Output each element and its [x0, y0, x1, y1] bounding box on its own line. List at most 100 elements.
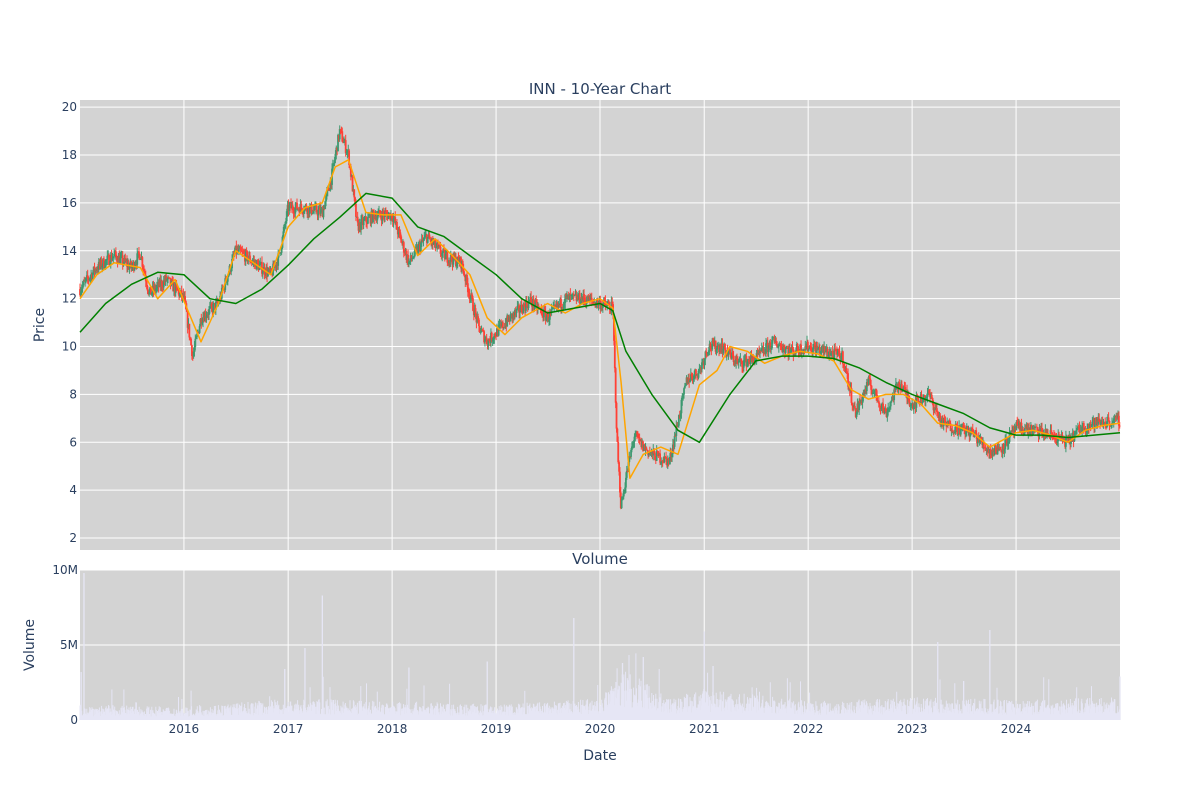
candle-body	[239, 247, 242, 251]
candle-body	[250, 262, 253, 264]
candle-body	[742, 360, 745, 368]
candle-body	[372, 210, 375, 214]
candle-body	[114, 251, 117, 256]
candle-body	[338, 129, 341, 140]
candle-body	[1004, 438, 1007, 450]
candle-body	[106, 255, 109, 260]
candle-body	[1055, 438, 1058, 443]
candle-body	[701, 362, 703, 370]
volume-y-tick-label: 5M	[60, 638, 78, 652]
candle-body	[653, 449, 656, 454]
candle-body	[876, 394, 878, 402]
candle-body	[491, 339, 494, 342]
candle-body	[752, 355, 755, 360]
candle-body	[1113, 416, 1116, 419]
candle-body	[1076, 426, 1079, 430]
candle-body	[429, 238, 432, 241]
candle-body	[141, 257, 144, 267]
candle-body	[139, 259, 142, 260]
candle-body	[363, 219, 366, 221]
candle-body	[845, 367, 848, 374]
candle-body	[484, 339, 486, 343]
candle-body	[478, 319, 480, 327]
candle-body	[1050, 430, 1053, 433]
candle-body	[564, 294, 567, 304]
candle-body	[259, 263, 262, 265]
candle-body	[884, 408, 887, 412]
candle-body	[402, 242, 405, 253]
candle-body	[249, 255, 251, 262]
candle-body	[755, 353, 758, 360]
date-x-tick-label: 2020	[585, 722, 616, 736]
candle-body	[1118, 425, 1121, 427]
candle-body	[563, 303, 566, 306]
candle-body	[633, 436, 636, 442]
candle-body	[414, 247, 417, 249]
candle-body	[381, 211, 384, 221]
candle-body	[948, 421, 951, 424]
candle-body	[666, 458, 669, 466]
candle-body	[186, 311, 189, 328]
candle-body	[886, 411, 889, 418]
price-y-tick-label: 20	[62, 100, 77, 114]
candle-body	[119, 257, 122, 264]
candle-body	[212, 303, 215, 313]
candle-body	[855, 412, 858, 417]
candle-body	[773, 336, 776, 342]
date-x-tick-label: 2016	[169, 722, 200, 736]
candle-body	[880, 407, 883, 409]
candle-body	[738, 360, 741, 362]
candle-body	[904, 387, 907, 393]
candle-body	[836, 349, 839, 355]
candle-body	[983, 446, 986, 448]
candle-body	[630, 449, 632, 457]
candle-body	[448, 260, 450, 264]
candle-body	[703, 359, 706, 365]
candle-body	[312, 209, 315, 214]
candle-body	[478, 326, 481, 333]
candle-body	[903, 386, 906, 388]
candle-body	[230, 268, 233, 272]
candle-body	[340, 129, 343, 132]
candle-body	[303, 207, 306, 212]
candle-body	[477, 316, 480, 320]
candle-body	[820, 347, 823, 351]
candle-body	[146, 286, 149, 291]
candle-body	[970, 427, 972, 433]
candle-body	[690, 374, 693, 377]
candle-body	[571, 294, 573, 296]
candle-body	[434, 239, 437, 248]
candle-body	[536, 301, 538, 310]
candle-body	[394, 217, 397, 224]
candle-body	[283, 224, 286, 232]
candle-body	[1090, 424, 1093, 426]
candle-body	[398, 229, 401, 233]
candle-body	[461, 261, 464, 269]
candle-body	[128, 266, 131, 270]
candle-body	[1081, 425, 1084, 432]
candle-body	[887, 408, 890, 412]
candle-body	[432, 242, 435, 245]
candle-body	[596, 299, 599, 306]
candle-body	[80, 288, 83, 292]
candle-body	[745, 356, 748, 367]
volume-bars	[79, 573, 1121, 720]
candle-body	[992, 449, 995, 452]
candle-body	[807, 348, 810, 351]
candle-body	[890, 400, 893, 402]
candle-body	[242, 251, 245, 253]
candle-body	[480, 329, 483, 333]
candle-body	[583, 293, 585, 300]
candle-body	[889, 401, 892, 407]
candle-body	[611, 301, 614, 305]
candle-body	[548, 319, 550, 322]
candle-body	[850, 387, 853, 403]
candle-body	[483, 331, 485, 343]
candle-body	[870, 385, 873, 390]
candle-body	[1100, 422, 1102, 425]
candle-body	[643, 444, 646, 451]
candle-body	[455, 263, 458, 267]
candle-body	[238, 248, 240, 252]
candle-body	[568, 294, 571, 300]
candle-body	[97, 261, 100, 270]
